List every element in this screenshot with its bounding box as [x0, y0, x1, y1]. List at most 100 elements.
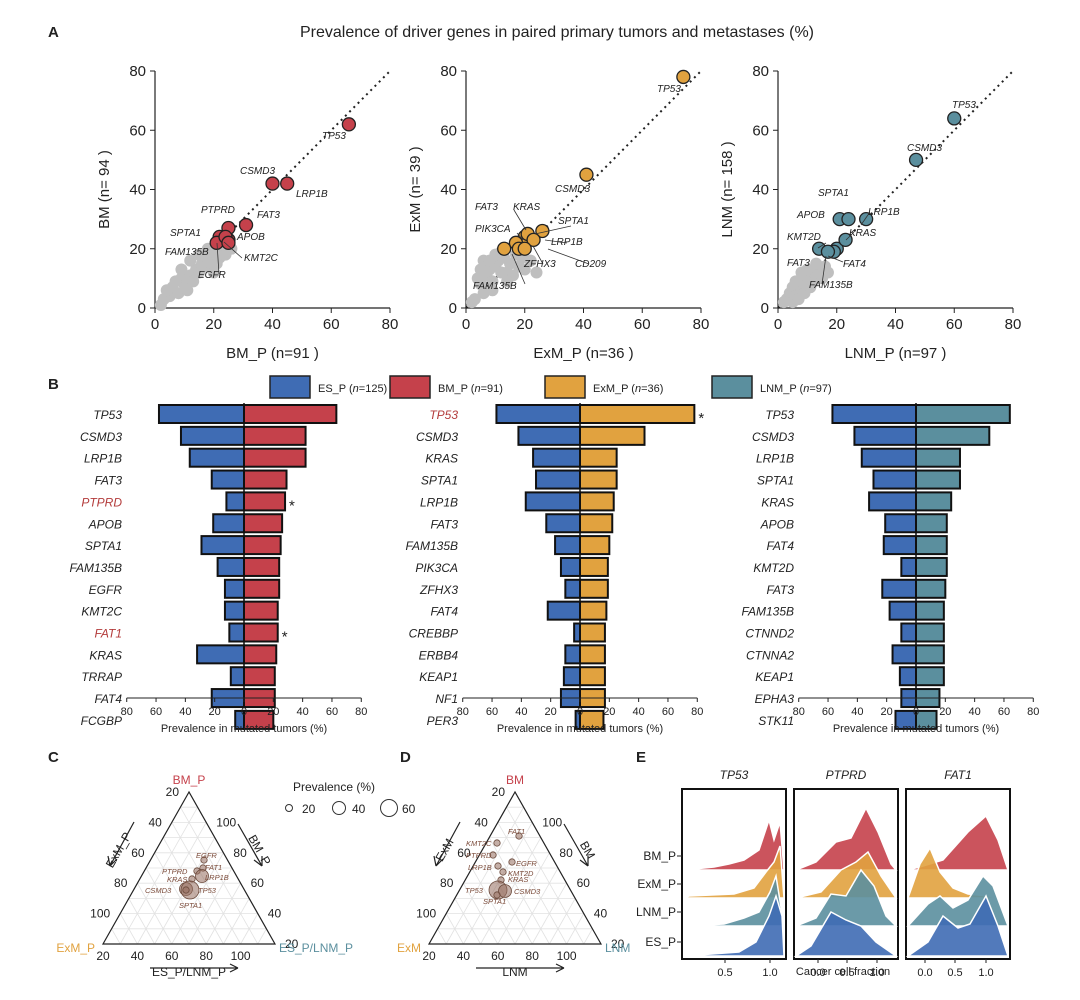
gene-label-pik3ca: PIK3CA: [475, 224, 511, 235]
gene-label-csmd3: CSMD3: [240, 166, 275, 177]
bar-es-kras: [868, 491, 918, 512]
ridgeline-row-label: LNM_P: [636, 905, 676, 919]
bar-gene-label-apob: APOB: [88, 517, 122, 531]
bar-gene-label-fat4: FAT4: [430, 605, 458, 619]
ternary-bottom-tick: 20: [96, 949, 110, 963]
bar-right-fam135b: [243, 556, 281, 577]
bar-es-kras: [532, 447, 582, 468]
gene-label-kras: KRAS: [849, 228, 877, 239]
leader-line: [532, 245, 544, 265]
leader-line: [845, 231, 855, 241]
ternary-right-tick: 20: [285, 937, 299, 951]
bar-x-tick-label: 60: [662, 706, 674, 718]
ridgeline-title-ptprd: PTPRD: [826, 768, 867, 782]
prevalence-legend-circle: [380, 799, 398, 817]
ternary-point-egfr: [508, 858, 516, 866]
bar-es-keap1: [562, 666, 582, 687]
ternary-bottom-tick: 60: [165, 949, 179, 963]
bar-x-tick-label: 60: [150, 706, 162, 718]
ridgeline-row-label: ES_P: [645, 935, 676, 949]
background-gene-point: [175, 263, 188, 276]
gene-label-zfhx3: ZFHX3: [523, 259, 556, 270]
leader-line: [817, 242, 827, 249]
gene-point-csmd3: [908, 152, 924, 168]
x-tick-label: 60: [634, 316, 651, 333]
bar-x-tick-label: 40: [851, 706, 863, 718]
ternary-bottom-tick: 20: [422, 949, 436, 963]
leader-line: [534, 225, 572, 235]
bar-x-tick-label: 40: [297, 706, 309, 718]
y-tick-label: 80: [440, 63, 457, 80]
bar-x-tick-label: 80: [1027, 706, 1039, 718]
background-gene-point: [792, 293, 805, 306]
y-tick-label: 60: [129, 122, 146, 139]
ternary-grid-line: [437, 928, 447, 945]
ternary-top-vertex-label: BM_P: [173, 773, 206, 787]
legend-label-lnm: LNM_P (n=97): [760, 383, 832, 395]
bar-gene-label-ptprd: PTPRD: [81, 495, 122, 509]
y-tick-label: 80: [752, 63, 769, 80]
bar-gene-label-kmt2c: KMT2C: [81, 605, 122, 619]
bar-gene-label-fam135b: FAM135B: [406, 539, 458, 553]
gene-point-csmd3: [265, 176, 280, 191]
bar-right-lrp1b: [579, 491, 615, 512]
bar-x-axis-title: Prevalence in mutated tumors (%): [497, 723, 663, 735]
legend-swatch-lnm: [711, 375, 753, 399]
gene-point-tp53: [341, 117, 357, 132]
bar-es-ctnna2: [891, 644, 918, 665]
bar-es-kras: [196, 644, 245, 665]
gene-label-tp53: TP53: [322, 131, 346, 142]
bar-x-tick-label: 20: [881, 706, 893, 718]
ridgeline-density-fat1: [906, 846, 1009, 899]
ternary-left-tick: 80: [440, 876, 454, 890]
background-gene-point: [518, 263, 531, 276]
ternary-left-tick: 60: [457, 846, 471, 860]
bar-es-fat3: [210, 469, 245, 490]
ternary-triangle: [427, 790, 603, 945]
ternary-gene-label-tp53: TP53: [198, 886, 217, 895]
bar-es-trrap: [229, 666, 245, 687]
leader-line: [544, 239, 568, 244]
x-tick-label: 0: [151, 316, 159, 333]
ternary-gene-label-egfr: EGFR: [196, 851, 217, 860]
y-tick-label: 0: [761, 300, 769, 317]
ridgeline-x-tick-label: 0.5: [839, 967, 854, 979]
gene-label-lrp1b: LRP1B: [551, 237, 583, 248]
bar-right-tp53: [915, 404, 1011, 424]
x-tick-label: 20: [828, 316, 845, 333]
ternary-arrow: [150, 963, 239, 973]
gene-point-cd209: [517, 241, 532, 256]
bar-gene-label-fat4: FAT4: [94, 692, 122, 706]
ridgeline-density-tp53: [683, 817, 785, 871]
bar-gene-label-stk11: STK11: [758, 714, 794, 728]
bar-right-tp53: [579, 404, 696, 424]
ternary-point-spta1: [182, 886, 190, 894]
bar-x-tick-label: 80: [121, 706, 133, 718]
ridgeline-box-fat1: [905, 788, 1011, 960]
prevalence-legend-circle: [285, 804, 293, 812]
ridgeline-density-tp53: [683, 845, 785, 899]
ternary-gene-label-fat1: FAT1: [205, 863, 222, 872]
ternary-grid-line: [171, 822, 241, 945]
ternary-grid-line: [514, 867, 559, 945]
ternary-left-tick: 80: [114, 876, 128, 890]
ternary-left-tick: 40: [474, 815, 488, 829]
ternary-grid-line: [223, 898, 250, 945]
y-tick-label: 0: [449, 300, 457, 317]
bar-x-tick-label: 80: [457, 706, 469, 718]
bar-gene-label-kmt2d: KMT2D: [753, 561, 794, 575]
ternary-left-tick: 40: [148, 815, 162, 829]
ternary-bottom-tick: 60: [491, 949, 505, 963]
figure-title: Prevalence of driver genes in paired pri…: [300, 24, 814, 41]
bar-es-csmd3: [179, 425, 246, 446]
gene-point-apob: [841, 211, 856, 227]
bar-right-lrp1b: [243, 447, 307, 468]
ridgeline-x-tick-label: 1.0: [869, 967, 884, 979]
ternary-grid-line: [257, 928, 267, 945]
bar-right-csmd3: [915, 425, 991, 446]
x-axis-title: ExM_P (n=36 ): [533, 345, 633, 362]
ternary-grid-line: [137, 822, 207, 945]
background-gene-point: [181, 284, 194, 297]
